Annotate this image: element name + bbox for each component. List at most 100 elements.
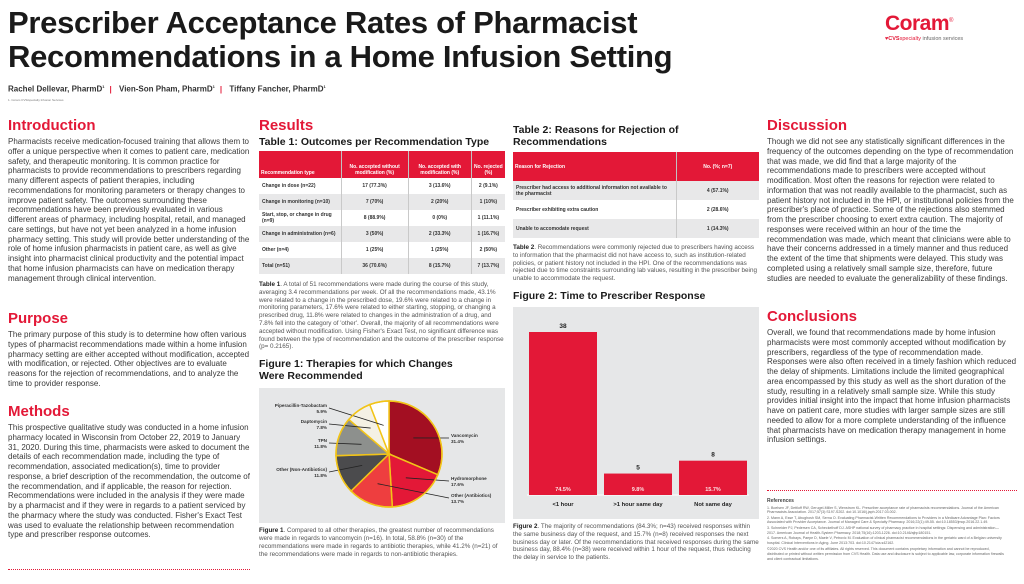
category-label: Not same day	[694, 502, 732, 508]
slice-label: Piperacillin-Tazobactam	[275, 403, 327, 408]
table-cell: 1 (11.1%)	[477, 215, 500, 221]
bar-percent-label: 15.7%	[705, 487, 721, 493]
bar-chart-svg: 38 74.5% <1 hour 5 9.8% >1 hour same day 8 15.7…	[527, 323, 749, 508]
category-label: >1 hour same day	[613, 502, 663, 508]
divider: |	[219, 84, 223, 94]
coram-logo: Coram® ♥CVSspecialty infusion services	[885, 12, 964, 42]
table-cell: 7 (13.7%)	[471, 258, 505, 274]
table1-caption: Table 1. A total of 51 recommendations w…	[259, 281, 504, 351]
table-cell: 2 (50%)	[479, 247, 498, 253]
bar	[604, 473, 672, 495]
category-label: <1 hour	[552, 502, 574, 508]
section-heading: Discussion	[767, 117, 848, 134]
table-cell: 1 (10%)	[471, 194, 505, 210]
table-cell: Change in monitoring (n=10)	[259, 194, 342, 210]
section-heading: Conclusions	[767, 308, 858, 325]
slice-label: Vancomycin	[451, 433, 478, 438]
leader-line	[328, 465, 363, 473]
slice-value-label: 31.4%	[451, 439, 464, 444]
table-cell: 1 (14.3%)	[676, 219, 759, 238]
slice-label: Other (Non-Antibiotics)	[276, 467, 327, 472]
table-cell: 2 (28.6%)	[706, 206, 729, 213]
slice-label: Other (Antibiotics)	[451, 493, 492, 498]
figure2-caption: Figure 2. The majority of recommendation…	[513, 522, 759, 562]
figure2-bar-chart: 38 74.5% <1 hour 5 9.8% >1 hour same day 8 15.7…	[513, 306, 759, 519]
table-row: Prescriber had access to additional info…	[513, 181, 759, 200]
introduction-text: Pharmacists receive medication-focused t…	[8, 137, 250, 283]
table-cell: 3 (50%)	[341, 226, 409, 242]
table-cell: 8 (15.7%)	[408, 258, 472, 274]
table-row: Unable to accomodate request 1 (14.3%)	[513, 219, 759, 238]
references-heading: References	[767, 498, 794, 504]
table-cell: 1 (25%)	[341, 242, 409, 258]
table-cell: Change in administration (n=6)	[259, 226, 342, 242]
bar-value-label: 38	[559, 323, 567, 330]
slice-label: Hydromorphone	[451, 476, 487, 481]
divider: |	[109, 84, 112, 94]
table-cell: 3 (13.6%)	[408, 178, 472, 194]
discussion-section: Discussion Though we did not see any sta…	[767, 118, 1017, 283]
table2-section: Table 2: Reasons for Rejection of Recomm…	[513, 124, 759, 562]
divider	[767, 490, 1017, 491]
slice-label: Daptomycin	[301, 419, 327, 424]
table-cell: 2 (20%)	[408, 194, 472, 210]
methods-section: Methods This prospective qualitative stu…	[8, 404, 250, 540]
affiliation: 1. Coram CVS/specialty Infusion Services	[8, 98, 64, 102]
table-cell: Start, stop, or change in drug (n=9)	[259, 210, 342, 226]
bar-percent-label: 9.8%	[632, 487, 645, 493]
leader-line	[405, 477, 450, 482]
author-name: Tiffany Fancher, PharmD	[229, 84, 324, 94]
section-heading: Purpose	[8, 310, 69, 327]
table-row: Change in monitoring (n=10) 7 (70%) 2 (20%…	[259, 194, 505, 210]
copyright: ©2020 CVS Health and/or one of its affil…	[767, 547, 1004, 561]
figure2-title: Figure 2: Time to Prescriber Response	[513, 289, 706, 302]
pie-outline	[335, 400, 443, 508]
conclusions-section: Conclusions Overall, we found that recom…	[767, 309, 1017, 445]
table2-title: Table 2: Reasons for Rejection of Recomm…	[513, 124, 679, 148]
figure1-pie-chart: Vancomycin 31.4% Hydromorphone 17.6% Other (…	[259, 388, 505, 524]
conclusions-text: Overall, we found that recommendations m…	[767, 328, 1017, 445]
reference-item: 3. Schneider PJ, Pedersen CA, Scheckelho…	[767, 525, 999, 535]
reference-item: 2. Mann A, Esse T, Abughosh SM, Serna O.…	[767, 515, 1000, 525]
author-name: Vien-Son Pham, PharmD	[119, 84, 213, 94]
table-header: No. (%; n=7)	[676, 152, 759, 181]
methods-text: This prospective qualitative study was c…	[8, 423, 250, 540]
table-cell: 0 (0%)	[408, 210, 472, 226]
table-header: No. accepted with modification (%)	[408, 151, 472, 178]
figure1-title: Figure 1: Therapies for which Changes We…	[259, 358, 453, 383]
reference-item: 1. Boelsen JF, Dettloff RW, Gerugel-Mill…	[767, 505, 999, 515]
divider	[8, 569, 250, 570]
table-cell: 1 (16.7%)	[471, 226, 505, 242]
leader-line	[328, 442, 362, 445]
author-list: Rachel Dellevar, PharmD1 | Vien-Son Pham,…	[8, 84, 326, 94]
table-header: No. rejected (%)	[471, 151, 505, 178]
table-cell: 1 (25%)	[408, 242, 472, 258]
slice-label: TPN	[318, 438, 328, 443]
leader-line	[377, 483, 450, 499]
leader-line	[328, 423, 371, 429]
table-cell: Change in dose (n=22)	[259, 178, 342, 194]
table-header: No. accepted without modification (%)	[341, 151, 409, 178]
bar-percent-label: 74.5%	[555, 487, 571, 493]
table-cell: Prescriber exhibiting extra caution	[513, 200, 677, 219]
table-cell: 7 (70%)	[341, 194, 409, 210]
table1: Recommendation type No. accepted without…	[259, 151, 505, 274]
discussion-text: Though we did not see any statistically …	[767, 137, 1014, 283]
bar-value-label: 5	[636, 465, 640, 472]
table-cell: Unable to accomodate request	[513, 219, 677, 238]
slice-value-label: 11.8%	[314, 473, 327, 478]
bar-value-label: 8	[711, 452, 715, 459]
section-heading: Results	[259, 117, 314, 134]
bar	[529, 331, 597, 495]
table2: Reason for Rejection No. (%; n=7) Prescr…	[513, 152, 759, 238]
section-heading: Introduction	[8, 117, 96, 134]
figure1-caption: Figure 1. Compared to all other therapie…	[259, 527, 498, 558]
table2-caption: Table 2. Recommendations were commonly r…	[513, 244, 757, 283]
table-cell: 36 (70.6%)	[341, 258, 409, 274]
table-row: Other (n=4) 1 (25%) 1 (25%) 2 (50%)	[259, 242, 505, 258]
slice-value-label: 13.7%	[451, 499, 464, 504]
slice-value-label: 7.8%	[317, 425, 327, 430]
introduction-section: Introduction Pharmacists receive medicat…	[8, 118, 250, 283]
table-header: Recommendation type	[259, 151, 342, 178]
